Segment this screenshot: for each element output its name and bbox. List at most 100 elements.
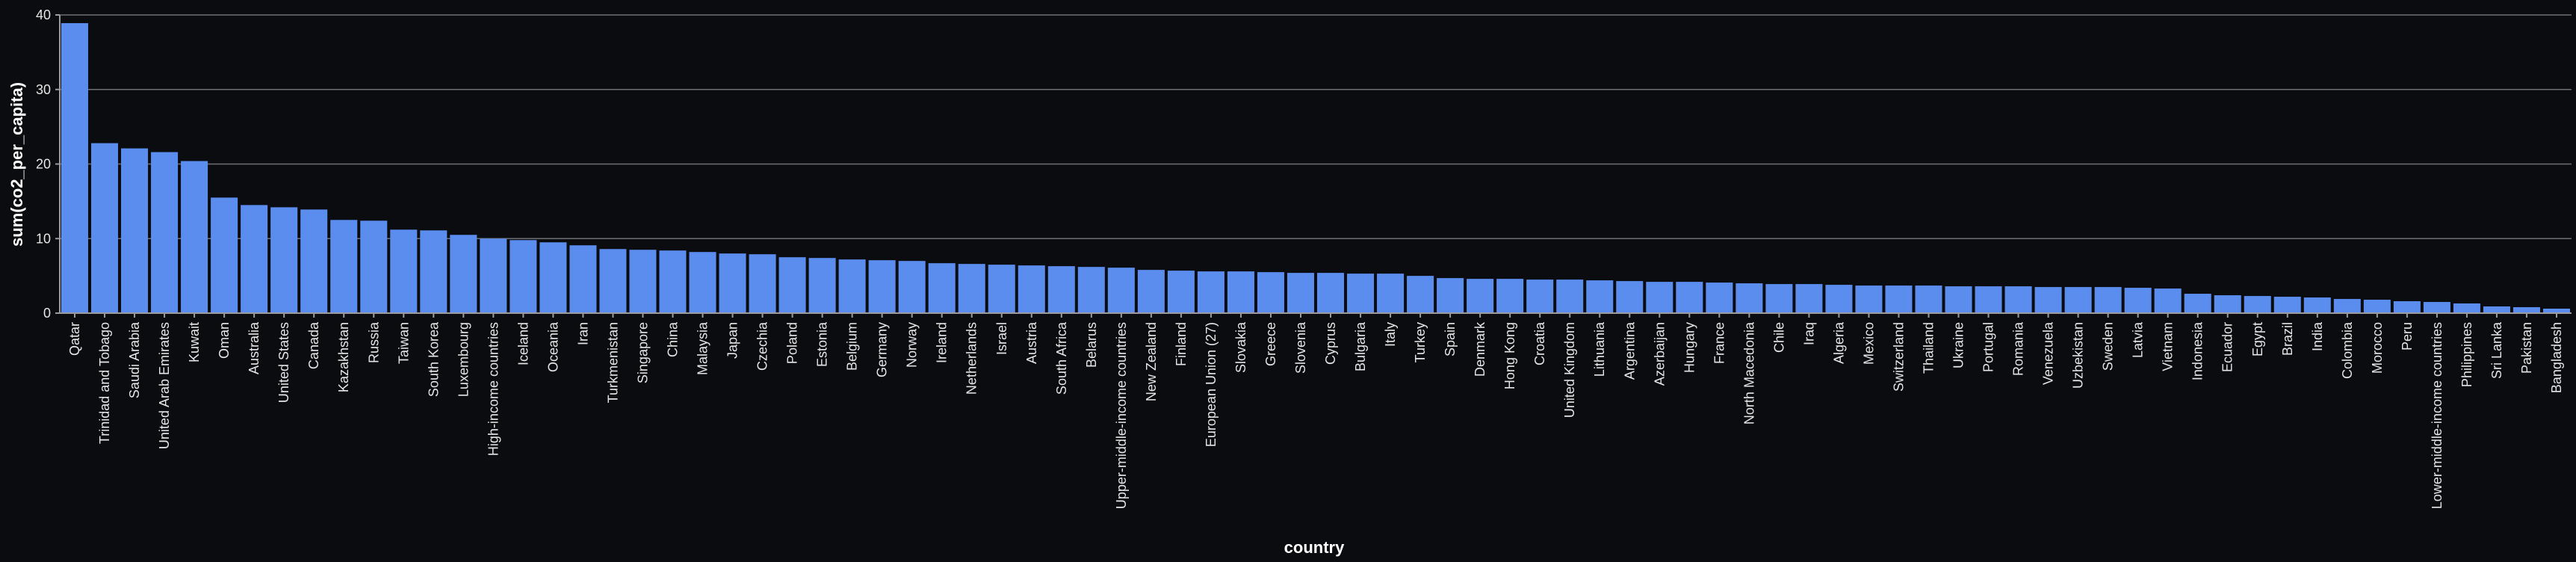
bar <box>2034 287 2062 313</box>
bar <box>1975 286 2002 313</box>
bar <box>121 148 149 313</box>
x-tick-label: Denmark <box>1473 321 1487 377</box>
bar <box>1407 276 1434 314</box>
bar <box>2094 287 2122 313</box>
bar <box>91 143 119 313</box>
bar <box>1167 271 1195 313</box>
bar <box>1018 265 1045 313</box>
x-tick-label: South Korea <box>426 321 441 397</box>
x-tick-label: China <box>665 321 680 357</box>
y-tick-label: 10 <box>36 231 51 246</box>
bar <box>2064 287 2092 313</box>
bar <box>928 263 956 313</box>
x-tick-label: Latvia <box>2131 321 2146 358</box>
bar <box>808 258 836 313</box>
x-tick-label: Ireland <box>935 322 950 363</box>
x-tick-labels: Qatar Trinidad and Tobago Saudi Arabia Unit… <box>67 313 2564 509</box>
bar <box>689 252 716 313</box>
x-tick-label: Egypt <box>2250 322 2265 356</box>
x-tick-label: Thailand <box>1921 322 1936 374</box>
y-tick-label: 0 <box>43 306 51 321</box>
x-tick-label: Norway <box>905 322 920 368</box>
x-tick-label: Azerbaijan <box>1652 322 1667 386</box>
bar <box>2393 301 2421 313</box>
x-tick-label: Luxembourg <box>456 322 471 397</box>
bar <box>2363 300 2391 313</box>
bar <box>898 261 926 313</box>
bar <box>1586 280 1614 313</box>
bar <box>2214 295 2241 313</box>
x-tick-label: Slovenia <box>1293 321 1308 374</box>
bar <box>1347 274 1375 313</box>
bar <box>1227 271 1254 313</box>
x-tick-label: Israel <box>994 322 1009 355</box>
bar <box>1676 282 1703 313</box>
x-tick-label: Chile <box>1771 322 1786 353</box>
bar <box>1825 285 1853 313</box>
x-tick-label: Hong Kong <box>1502 322 1517 389</box>
x-tick-label: Colombia <box>2340 321 2355 379</box>
bar <box>719 253 746 313</box>
x-tick-label: Spain <box>1443 322 1458 356</box>
bar <box>1197 271 1224 313</box>
bar <box>749 254 776 313</box>
x-tick-label: Peru <box>2400 322 2415 351</box>
x-tick-label: Canada <box>306 321 321 369</box>
x-tick-label: Mexico <box>1861 322 1876 365</box>
x-tick-label: United Arab Emirates <box>157 322 172 449</box>
bar <box>1317 273 1345 313</box>
bar <box>1077 267 1105 313</box>
bar <box>61 22 89 313</box>
bar <box>1137 270 1165 313</box>
x-tick-label: Bulgaria <box>1353 321 1368 371</box>
x-tick-label: Turkey <box>1413 322 1428 362</box>
x-tick-label: Japan <box>725 322 740 359</box>
x-tick-label: Argentina <box>1622 321 1637 380</box>
bar <box>838 259 866 313</box>
gridlines <box>60 14 2572 239</box>
x-tick-label: Pakistan <box>2519 322 2534 374</box>
x-tick-label: Finland <box>1174 322 1189 366</box>
bar <box>2004 286 2032 313</box>
x-tick-label: Morocco <box>2370 322 2385 374</box>
x-tick-label: Iraq <box>1801 322 1816 345</box>
y-tick-labels: 0 10 20 30 40 <box>36 7 60 321</box>
x-tick-label: European Union (27) <box>1204 322 1219 447</box>
x-tick-label: Philippines <box>2459 322 2474 387</box>
x-tick-label: North Macedonia <box>1741 321 1756 424</box>
x-tick-label: Algeria <box>1831 321 1846 364</box>
bar <box>211 197 238 313</box>
x-tick-label: Australia <box>247 321 261 374</box>
x-tick-label: Trinidad and Tobago <box>97 322 112 444</box>
bar <box>2542 309 2570 313</box>
x-tick-label: Indonesia <box>2190 321 2205 380</box>
bar <box>539 242 567 313</box>
x-tick-label: High-income countries <box>486 322 501 456</box>
bar <box>2244 296 2271 313</box>
x-tick-label: Greece <box>1263 322 1278 366</box>
x-tick-label: Romania <box>2011 321 2026 376</box>
bar <box>1885 285 1913 313</box>
bar <box>1496 279 1524 313</box>
x-tick-label: Netherlands <box>965 322 979 395</box>
x-tick-label: Hungary <box>1682 322 1697 373</box>
y-tick-label: 20 <box>36 157 51 172</box>
x-tick-label: Lower-middle-income countries <box>2430 322 2445 509</box>
x-tick-label: Estonia <box>815 321 830 367</box>
bar <box>2273 297 2301 313</box>
bar <box>1945 286 1972 313</box>
y-axis-title: sum(co2_per_capita) <box>7 82 26 247</box>
x-tick-label: South Africa <box>1054 321 1069 395</box>
x-tick-label: Bangladesh <box>2549 322 2564 393</box>
bar <box>1915 285 1942 313</box>
x-tick-label: Malaysia <box>696 321 710 375</box>
x-tick-label: Cyprus <box>1323 322 1338 365</box>
x-tick-label: New Zealand <box>1144 322 1159 401</box>
bar <box>988 265 1015 313</box>
x-tick-label: Sweden <box>2101 322 2116 371</box>
x-tick-label: Russia <box>366 321 381 363</box>
bar <box>330 220 358 313</box>
bar <box>241 205 268 313</box>
bar <box>1377 274 1405 313</box>
x-tick-label: Italy <box>1383 322 1398 347</box>
